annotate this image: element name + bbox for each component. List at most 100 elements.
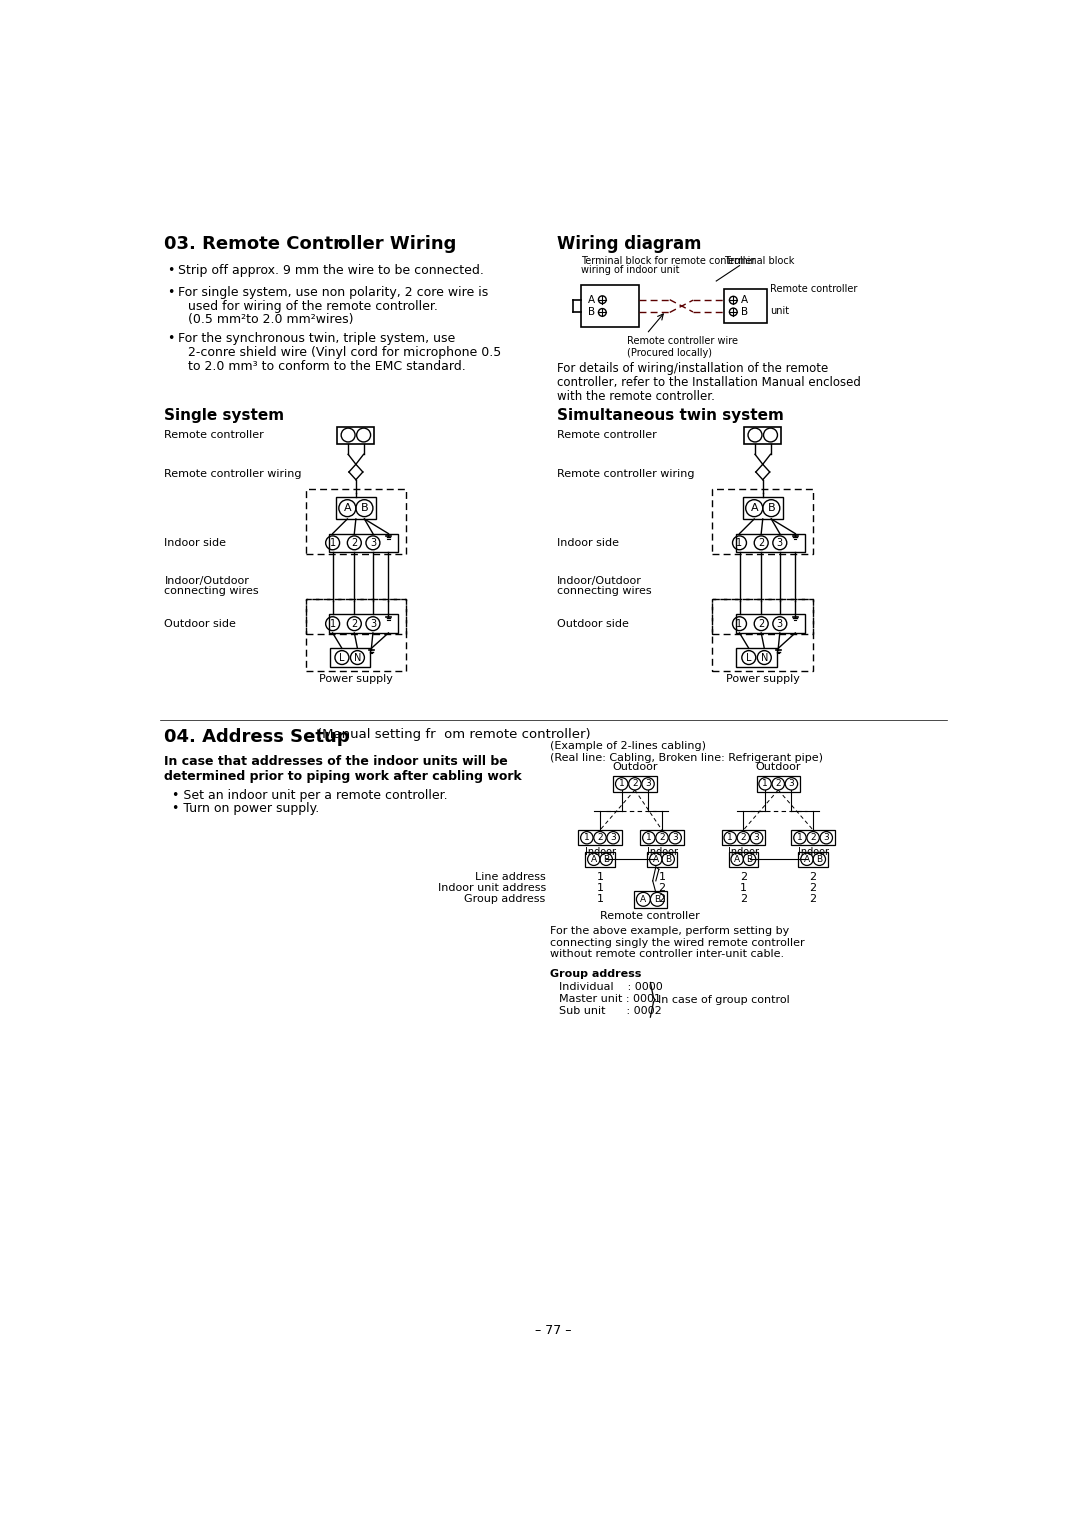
Text: 3: 3 (645, 779, 651, 788)
Text: 1: 1 (329, 538, 336, 548)
Bar (585, 852, 615, 867)
Text: to 2.0 mm³ to conform to the EMC standard.: to 2.0 mm³ to conform to the EMC standar… (188, 359, 465, 373)
Text: A: A (652, 855, 659, 864)
Text: connecting wires: connecting wires (557, 585, 652, 596)
Text: Remote controller: Remote controller (164, 431, 265, 440)
Text: Outdoor: Outdoor (756, 762, 801, 773)
Bar (735, 533, 805, 553)
Text: A: A (640, 895, 647, 904)
Text: wiring of indoor unit: wiring of indoor unit (581, 264, 679, 275)
Text: •: • (167, 331, 175, 345)
Text: connecting singly the wired remote controller: connecting singly the wired remote contr… (550, 938, 805, 948)
Text: Indoor: Indoor (647, 847, 677, 857)
Text: unit: unit (770, 307, 789, 316)
Text: 2: 2 (740, 893, 747, 904)
Bar (713, 489, 813, 554)
Bar (647, 852, 677, 867)
Text: 2: 2 (659, 883, 665, 893)
Text: 3: 3 (777, 618, 783, 629)
Text: A: A (591, 855, 597, 864)
Text: For details of wiring/installation of the remote: For details of wiring/installation of th… (557, 362, 828, 376)
Text: L: L (339, 652, 345, 663)
Text: Outdoor side: Outdoor side (164, 618, 237, 629)
Text: Indoor/Outdoor: Indoor/Outdoor (164, 576, 249, 586)
Text: Indoor side: Indoor side (164, 538, 227, 548)
Text: A: A (804, 855, 810, 864)
Text: 3: 3 (369, 538, 376, 548)
Text: Line address: Line address (475, 872, 545, 883)
Text: 3: 3 (823, 834, 829, 843)
Text: Indoor/Outdoor: Indoor/Outdoor (557, 576, 643, 586)
Text: 1: 1 (619, 779, 624, 788)
Bar (735, 614, 805, 632)
Bar (329, 649, 369, 667)
Bar (721, 831, 765, 846)
Bar (336, 498, 376, 519)
Text: For the above example, perform setting by: For the above example, perform setting b… (550, 927, 788, 936)
Text: 3: 3 (754, 834, 759, 843)
Text: 2: 2 (659, 834, 665, 843)
Text: 2: 2 (351, 538, 357, 548)
Text: Indoor unit address: Indoor unit address (437, 883, 545, 893)
Text: 1: 1 (596, 883, 604, 893)
Text: determined prior to piping work after cabling work: determined prior to piping work after ca… (164, 770, 523, 783)
Text: B: B (768, 504, 775, 513)
Text: 1: 1 (659, 872, 665, 883)
Text: (0.5 mm²to 2.0 mm²wires): (0.5 mm²to 2.0 mm²wires) (188, 313, 353, 327)
Text: Terminal block: Terminal block (724, 255, 795, 266)
Text: Remote controller: Remote controller (600, 912, 700, 921)
Text: Single system: Single system (164, 408, 284, 423)
Text: B: B (665, 855, 672, 864)
Text: B: B (654, 895, 660, 904)
Text: 2: 2 (741, 834, 746, 843)
Text: – 77 –: – 77 – (536, 1324, 571, 1338)
Text: Remote controller: Remote controller (557, 431, 657, 440)
Text: 04. Address Setup: 04. Address Setup (164, 728, 350, 745)
Text: 1: 1 (329, 618, 336, 629)
Text: used for wiring of the remote controller.: used for wiring of the remote controller… (188, 299, 437, 313)
Text: 2: 2 (597, 834, 603, 843)
Bar (713, 599, 813, 672)
Bar (328, 614, 397, 632)
Text: Power supply: Power supply (319, 675, 393, 684)
Text: Remote controller: Remote controller (770, 284, 858, 295)
Text: 1: 1 (646, 834, 651, 843)
Text: 2: 2 (775, 779, 781, 788)
Text: Indoor: Indoor (584, 847, 616, 857)
Text: 3: 3 (610, 834, 616, 843)
Text: B: B (589, 307, 595, 318)
Text: 2: 2 (810, 834, 815, 843)
Text: oller Wiring: oller Wiring (338, 235, 457, 253)
Text: Power supply: Power supply (726, 675, 799, 684)
Text: N: N (760, 652, 768, 663)
Bar (744, 426, 781, 443)
Text: A: A (589, 295, 595, 305)
Text: Remote controller wiring: Remote controller wiring (557, 469, 694, 478)
Text: Remote controller wire
(Procured locally): Remote controller wire (Procured locally… (627, 336, 738, 357)
Text: •: • (167, 264, 175, 276)
Text: 03. Remote Contr: 03. Remote Contr (164, 235, 342, 253)
Text: Individual    : 0000: Individual : 0000 (559, 982, 663, 993)
Text: (Example of 2-lines cabling): (Example of 2-lines cabling) (550, 742, 705, 751)
Text: 2: 2 (810, 893, 816, 904)
Bar (713, 599, 813, 634)
Text: B: B (603, 855, 609, 864)
Text: Remote controller wiring: Remote controller wiring (164, 469, 302, 478)
Bar (337, 426, 375, 443)
Text: 3: 3 (777, 538, 783, 548)
Text: 2: 2 (351, 618, 357, 629)
Text: (Real line: Cabling, Broken line: Refrigerant pipe): (Real line: Cabling, Broken line: Refrig… (550, 753, 823, 764)
Text: Strip off approx. 9 mm the wire to be connected.: Strip off approx. 9 mm the wire to be co… (177, 264, 484, 276)
Text: 1: 1 (797, 834, 802, 843)
Text: Wiring diagram: Wiring diagram (557, 235, 702, 253)
Text: 1: 1 (584, 834, 590, 843)
Bar (757, 776, 800, 791)
Text: 2-conre shield wire (Vinyl cord for microphone 0.5: 2-conre shield wire (Vinyl cord for micr… (188, 345, 501, 359)
Bar (306, 489, 406, 554)
Text: (Manual setting fr  om remote controller): (Manual setting fr om remote controller) (318, 728, 591, 741)
Bar (578, 831, 622, 846)
Text: 2: 2 (758, 538, 765, 548)
Text: 3: 3 (672, 834, 678, 843)
Bar (581, 286, 638, 327)
Text: B: B (361, 504, 368, 513)
